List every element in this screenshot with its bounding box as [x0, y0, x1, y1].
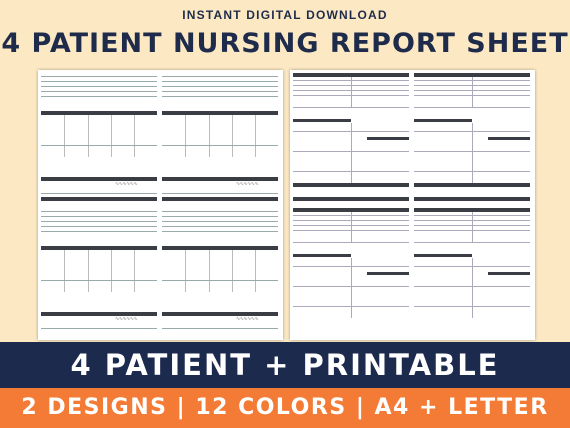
page-title: 4 PATIENT NURSING REPORT SHEET — [1, 28, 569, 59]
patient-block-1: ∿∿∿∿∿∿ — [41, 73, 157, 203]
patient-card-2 — [414, 73, 530, 203]
patient-card-4 — [414, 208, 530, 338]
patient-card-1 — [293, 73, 409, 203]
patient-card-3 — [293, 208, 409, 338]
patient-block-2: ∿∿∿∿∿∿ — [162, 73, 278, 203]
kicker-text: INSTANT DIGITAL DOWNLOAD — [182, 8, 388, 22]
report-sheet-design-2 — [290, 70, 535, 340]
patient-block-4: ∿∿∿∿∿∿ — [162, 208, 278, 338]
banner-primary: 4 PATIENT + PRINTABLE — [0, 342, 570, 388]
banner-secondary: 2 DESIGNS | 12 COLORS | A4 + LETTER — [0, 388, 570, 428]
patient-block-3: ∿∿∿∿∿∿ — [41, 208, 157, 338]
report-sheet-design-1: ∿∿∿∿∿∿ ∿∿∿∿∿∿ ∿∿∿∿∿∿ — [38, 70, 283, 340]
